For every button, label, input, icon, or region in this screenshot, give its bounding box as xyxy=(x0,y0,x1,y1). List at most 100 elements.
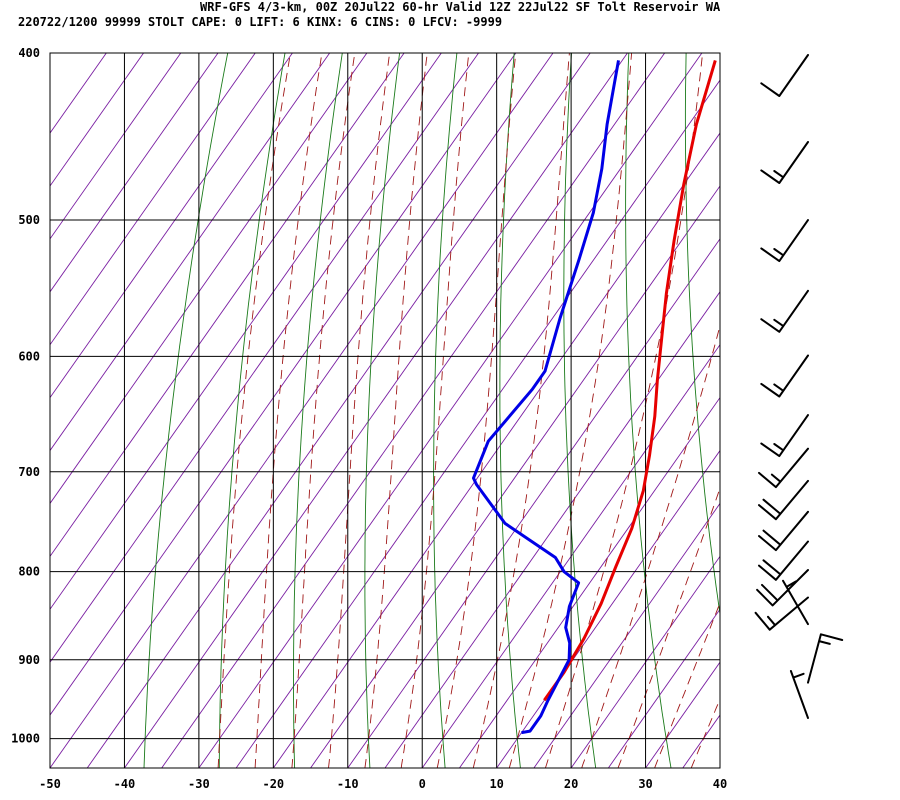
wind-barb-stroke xyxy=(760,354,809,398)
wind-barb-stroke xyxy=(758,540,809,581)
dry-adiabat-line xyxy=(563,53,597,768)
moist-adiabat-line xyxy=(217,53,291,768)
wind-barb xyxy=(754,596,809,631)
moist-adiabat-line xyxy=(617,487,720,768)
wind-barb-stroke xyxy=(760,219,809,263)
dry-adiabat-line xyxy=(625,53,672,768)
y-tick-label: 1000 xyxy=(11,732,40,746)
dry-adiabat-line xyxy=(743,53,821,768)
x-tick-label: -40 xyxy=(114,777,136,791)
y-tick-label: 500 xyxy=(18,213,40,227)
wind-barb xyxy=(758,540,809,581)
moist-adiabat-line xyxy=(328,53,391,768)
x-tick-label: 30 xyxy=(638,777,652,791)
wind-barb-stroke xyxy=(758,510,809,552)
wind-barb xyxy=(760,354,809,398)
y-tick-label: 600 xyxy=(18,349,40,363)
isotherm-line xyxy=(607,608,720,768)
dry-adiabat-line xyxy=(858,53,900,768)
isotherm-line xyxy=(198,53,703,768)
isotherm-line xyxy=(50,53,554,768)
isotherm-line xyxy=(719,767,720,768)
wind-barb-stroke xyxy=(760,141,809,184)
wind-barb xyxy=(758,510,809,552)
moist-adiabat-line xyxy=(254,53,323,768)
isotherm-line xyxy=(50,53,479,663)
wind-barb xyxy=(807,633,844,684)
wind-barb-stroke xyxy=(754,596,809,631)
axis-labels: 400 500 600 700 800 900 1000 -50 -40 -30 -20 -10 0 10… xyxy=(11,46,727,791)
background-lines xyxy=(50,53,900,768)
moist-adiabat-line xyxy=(544,53,704,768)
y-tick-label: 400 xyxy=(18,46,40,60)
x-tick-label: 10 xyxy=(489,777,503,791)
x-tick-label: -10 xyxy=(337,777,359,791)
isotherm-line xyxy=(50,53,107,134)
isotherm-line xyxy=(124,53,628,768)
x-tick-label: -20 xyxy=(262,777,284,791)
wind-barb xyxy=(760,219,809,263)
moist-adiabat-line xyxy=(472,53,570,768)
sounding-traces xyxy=(472,59,717,735)
dewpoint-trace xyxy=(472,60,620,735)
wind-barb-stroke xyxy=(782,579,809,626)
moist-adiabat-line xyxy=(400,53,470,768)
grid xyxy=(49,52,721,769)
y-tick-label: 900 xyxy=(18,653,40,667)
isotherm-line xyxy=(50,53,144,187)
wind-barb xyxy=(760,289,809,333)
wind-barb xyxy=(760,54,809,97)
isotherm-line xyxy=(570,555,720,768)
isotherm-line xyxy=(347,238,720,768)
x-tick-label: 0 xyxy=(419,777,426,791)
dry-adiabat-line xyxy=(499,53,521,768)
isotherm-line xyxy=(421,343,720,768)
isotherm-line xyxy=(496,449,720,768)
x-tick-label: -50 xyxy=(39,777,61,791)
moist-adiabat-line xyxy=(581,323,720,768)
isotherm-line xyxy=(310,185,720,768)
isotherm-line xyxy=(86,53,591,768)
wind-barb xyxy=(782,579,809,626)
wind-barb xyxy=(756,569,809,607)
temperature-trace xyxy=(543,59,717,702)
plot-area xyxy=(49,52,900,769)
dry-adiabat-line xyxy=(364,53,401,768)
isotherm-line xyxy=(235,79,720,768)
moist-adiabat-line xyxy=(654,601,720,768)
wind-barb-stroke xyxy=(789,670,809,719)
dry-adiabat-line xyxy=(433,53,458,768)
isotherm-line xyxy=(533,502,720,768)
dry-adiabat-line xyxy=(143,53,229,768)
isotherm-line xyxy=(459,396,720,768)
y-tick-label: 700 xyxy=(18,465,40,479)
isotherm-line xyxy=(50,53,368,505)
dry-adiabat-line xyxy=(293,53,343,768)
wind-barb-stroke xyxy=(807,633,844,684)
isotherm-line xyxy=(50,53,331,452)
isotherm-line xyxy=(50,53,293,399)
isotherm-line xyxy=(384,291,720,768)
isotherm-line xyxy=(161,53,666,768)
header-line-1: WRF-GFS 4/3-km, 00Z 20Jul22 60-hr Valid … xyxy=(200,0,721,14)
wind-barb xyxy=(760,141,809,184)
isotherm-line xyxy=(50,53,256,346)
wind-barb xyxy=(760,414,809,458)
wind-barb xyxy=(758,479,809,521)
moist-adiabat-line xyxy=(508,53,633,768)
isotherm-line xyxy=(50,53,405,558)
wind-barb-column xyxy=(754,54,844,719)
header-line-2: 220722/1200 99999 STOLT CAPE: 0 LIFT: 6 … xyxy=(18,15,502,29)
wind-barb-stroke xyxy=(760,289,809,333)
x-tick-label: -30 xyxy=(188,777,210,791)
moist-adiabat-line xyxy=(364,53,428,768)
dry-adiabat-line xyxy=(684,53,720,617)
isotherm-line xyxy=(50,53,517,716)
x-tick-label: 20 xyxy=(564,777,578,791)
isotherm-line xyxy=(50,53,219,293)
wind-barb-stroke xyxy=(758,479,809,521)
isotherm-line xyxy=(272,132,720,768)
isotherm-line xyxy=(50,53,442,611)
plot-border xyxy=(49,52,721,769)
